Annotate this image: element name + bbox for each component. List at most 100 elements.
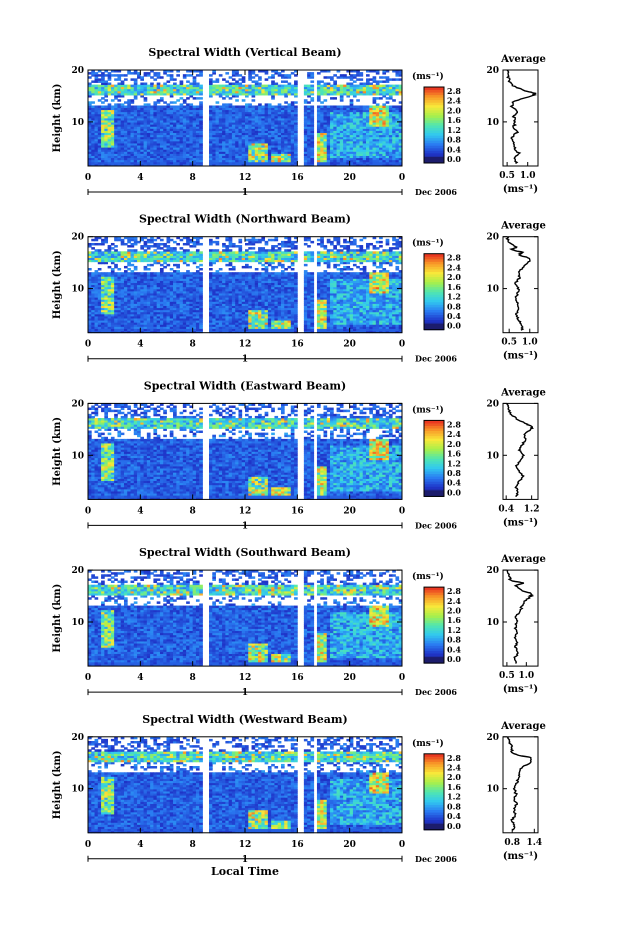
heatmap-cell xyxy=(159,130,164,134)
heatmap-cell xyxy=(186,263,190,267)
heatmap-cell xyxy=(153,272,158,275)
heatmap-cell xyxy=(159,97,164,100)
heatmap-cell xyxy=(130,113,135,117)
heatmap-cell xyxy=(101,157,105,161)
heatmap-cell xyxy=(127,268,131,271)
heatmap-cell xyxy=(173,90,177,94)
heatmap-cell xyxy=(91,122,95,125)
heatmap-cell xyxy=(261,105,266,108)
heatmap-cell xyxy=(107,92,112,96)
heatmap-cell xyxy=(133,90,138,94)
heatmap-cell xyxy=(173,82,177,86)
heatmap-cell xyxy=(130,151,135,154)
heatmap-cell xyxy=(192,122,197,125)
heatmap-cell xyxy=(123,134,128,138)
heatmap-cell xyxy=(120,136,125,140)
heatmap-cell xyxy=(231,82,236,86)
heatmap-cell xyxy=(163,161,167,165)
heatmap-cell xyxy=(91,159,95,163)
heatmap-cell xyxy=(195,120,200,123)
heatmap-cell xyxy=(189,120,194,123)
heatmap-cell xyxy=(101,149,105,152)
heatmap-cell xyxy=(123,78,128,81)
heatmap-cell xyxy=(153,111,158,115)
heatmap-cell xyxy=(123,118,128,121)
heatmap-cell xyxy=(192,136,197,140)
heatmap-cell xyxy=(169,118,174,121)
heatmap-cell xyxy=(127,107,131,111)
heatmap-cell xyxy=(127,161,131,165)
heatmap-cell xyxy=(156,88,161,92)
heatmap-cell xyxy=(192,70,197,73)
heatmap-cell xyxy=(137,136,141,140)
heatmap-cell xyxy=(186,136,190,140)
heatmap-cell xyxy=(110,151,115,154)
heatmap-cell xyxy=(189,147,194,150)
heatmap-cell xyxy=(117,138,122,142)
heatmap-cell xyxy=(97,151,102,154)
heatmap-cell xyxy=(114,86,118,90)
heatmap-cell xyxy=(104,151,109,154)
heatmap-cell xyxy=(123,130,128,134)
heatmap-cell xyxy=(248,103,252,106)
heatmap-cell xyxy=(91,109,95,113)
heatmap-cell xyxy=(153,132,158,136)
heatmap-cell xyxy=(137,107,141,111)
heatmap-cell xyxy=(159,153,164,156)
heatmap-cell xyxy=(166,122,171,125)
heatmap-cell xyxy=(163,147,167,150)
heatmap-cell xyxy=(107,82,112,86)
heatmap-cell xyxy=(143,82,148,86)
heatmap-cell xyxy=(150,92,154,96)
heatmap-cell xyxy=(192,115,197,119)
heatmap-cell xyxy=(215,105,220,108)
heatmap-cell xyxy=(163,90,167,94)
heatmap-cell xyxy=(117,134,122,138)
heatmap-cell xyxy=(179,90,184,94)
heatmap-cell xyxy=(94,151,99,154)
heatmap-cell xyxy=(140,82,144,86)
heatmap-cell xyxy=(166,136,171,140)
heatmap-cell xyxy=(176,151,180,154)
heatmap-cell xyxy=(192,134,197,138)
heatmap-cell xyxy=(143,163,148,167)
heatmap-cell xyxy=(110,84,115,88)
heatmap-cell xyxy=(104,111,109,115)
heatmap-cell xyxy=(166,145,171,148)
heatmap-cell xyxy=(173,151,177,154)
heatmap-cell xyxy=(114,272,118,275)
heatmap-cell xyxy=(150,105,154,108)
avg-x-tick-label: 1.0 xyxy=(520,171,536,181)
heatmap-cell xyxy=(192,76,197,79)
heatmap-cell xyxy=(120,251,125,254)
heatmap-cell xyxy=(127,128,131,131)
heatmap-cell xyxy=(195,115,200,119)
heatmap-cell xyxy=(192,163,197,167)
heatmap-cell xyxy=(110,247,115,250)
heatmap-cell xyxy=(169,92,174,96)
heatmap-cell xyxy=(114,126,118,129)
heatmap-cell xyxy=(166,103,171,106)
heatmap-cell xyxy=(91,149,95,152)
avg-y-tick-label: 20 xyxy=(486,66,499,76)
heatmap-cell xyxy=(117,145,122,148)
heatmap-cell xyxy=(186,126,190,129)
heatmap-cell xyxy=(186,249,190,252)
heatmap-cell xyxy=(169,70,174,73)
heatmap-cell xyxy=(176,155,180,159)
heatmap-cell xyxy=(169,111,174,115)
heatmap-cell xyxy=(186,92,190,96)
heatmap-cell xyxy=(101,109,105,113)
heatmap-cell xyxy=(114,105,118,108)
heatmap-cell xyxy=(150,145,154,148)
heatmap-cell xyxy=(133,84,138,88)
heatmap-cell xyxy=(130,105,135,108)
heatmap-cell xyxy=(127,157,131,161)
heatmap-cell xyxy=(215,84,220,88)
heatmap-cell xyxy=(117,120,122,123)
heatmap-cell xyxy=(366,105,370,108)
heatmap-cell xyxy=(186,151,190,154)
heatmap-cell xyxy=(179,126,184,129)
heatmap-cell xyxy=(143,147,148,150)
